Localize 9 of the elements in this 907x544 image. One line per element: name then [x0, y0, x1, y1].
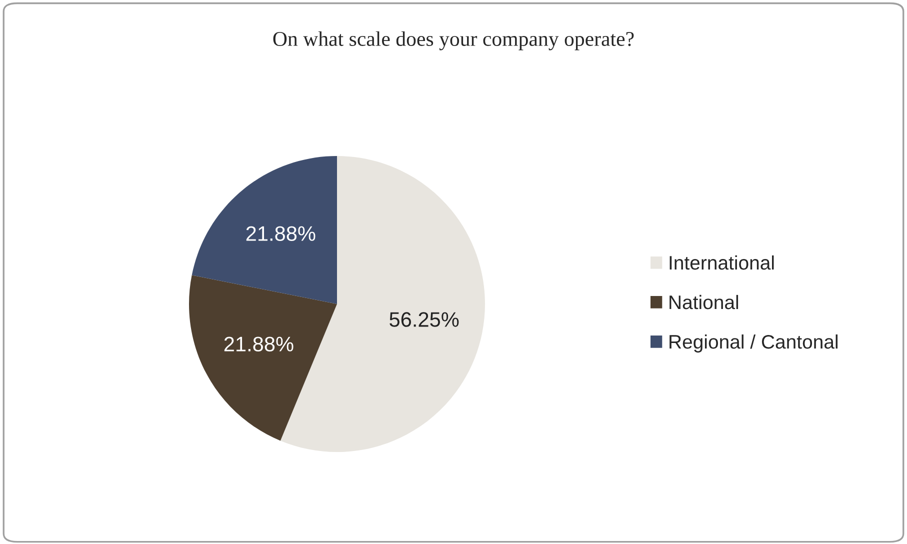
legend-label: National: [670, 294, 738, 310]
legend-label: International: [670, 255, 774, 270]
data-label: 21.88%: [224, 336, 294, 352]
data-label: 21.88%: [246, 226, 316, 241]
pie-slice: [192, 156, 337, 304]
pie-slice: [189, 275, 337, 441]
data-label: 56.25%: [390, 312, 459, 327]
legend-label: Regional / Cantonal: [670, 334, 838, 353]
chart-title: On what scale does your company operate?: [273, 31, 634, 50]
